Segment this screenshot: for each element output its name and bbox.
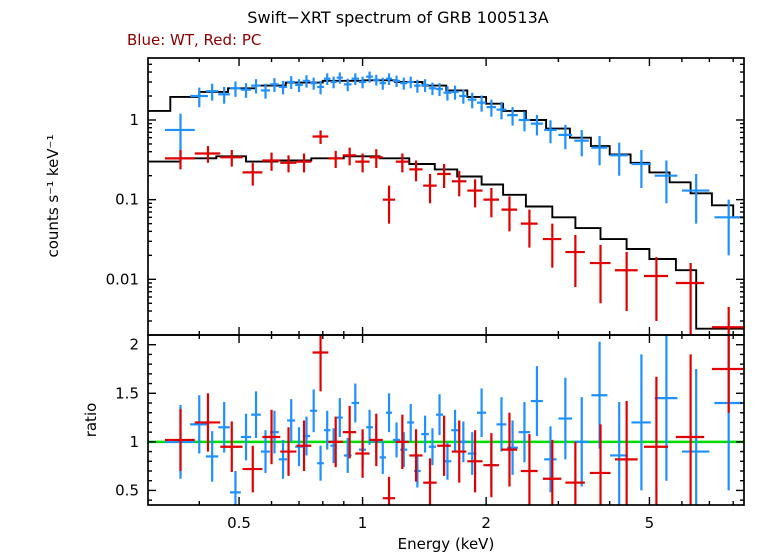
tick-label: 1 xyxy=(129,433,139,451)
tick-label: 1 xyxy=(129,111,139,129)
tick-label: 1.5 xyxy=(115,384,139,402)
chart-subtitle: Blue: WT, Red: PC xyxy=(127,31,261,49)
tick-label: 5 xyxy=(645,514,655,532)
tick-label: 0.5 xyxy=(227,514,251,532)
tick-label: 1 xyxy=(358,514,368,532)
x-axis-label: Energy (keV) xyxy=(398,535,495,553)
tick-label: 0.1 xyxy=(115,191,139,209)
pc-ratio-points xyxy=(164,335,744,505)
tick-label: 0.01 xyxy=(106,270,139,288)
tick-label: 0.5 xyxy=(115,481,139,499)
y-axis-label-ratio: ratio xyxy=(82,403,100,438)
wt-spectrum-points xyxy=(164,71,742,256)
tick-label: 2 xyxy=(129,336,139,354)
plot-frame xyxy=(147,57,745,506)
tick-labels: 0.5 1 2 5 1 0.1 0.01 2 1.5 1 0.5 xyxy=(106,111,655,532)
wt-model-line xyxy=(148,79,744,219)
chart-title: Swift−XRT spectrum of GRB 100513A xyxy=(247,8,548,27)
wt-ratio-points xyxy=(164,335,742,505)
y-axis-label-counts: counts s⁻¹ keV⁻¹ xyxy=(44,135,62,258)
axis-ticks xyxy=(148,58,744,505)
pc-model-line xyxy=(148,155,744,330)
pc-spectrum-points xyxy=(164,130,744,335)
tick-label: 2 xyxy=(481,514,491,532)
